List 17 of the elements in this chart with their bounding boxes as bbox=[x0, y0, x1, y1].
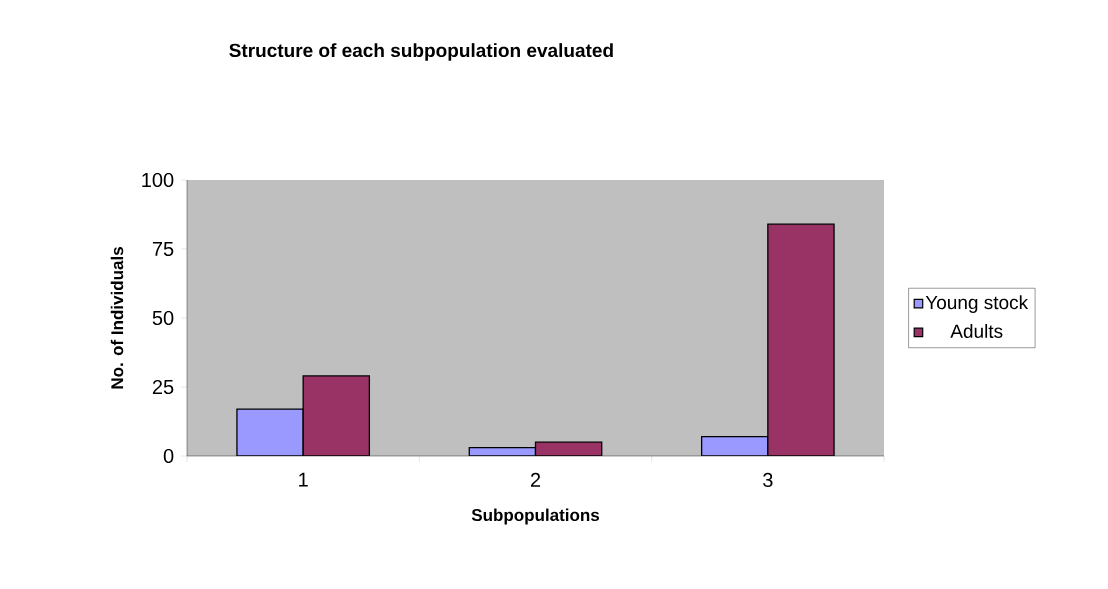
chart-title: Structure of each subpopulation evaluated bbox=[229, 43, 613, 61]
y-tick-label: 25 bbox=[152, 379, 174, 395]
y-tick-label: 75 bbox=[152, 242, 174, 256]
x-axis-title: Subpopulations bbox=[471, 508, 600, 525]
x-tick-label: 2 bbox=[530, 472, 541, 487]
bar bbox=[700, 436, 769, 456]
bar bbox=[302, 375, 371, 456]
bar bbox=[767, 223, 835, 456]
y-axis-title: No. of Individuals bbox=[110, 247, 124, 389]
x-tick-label: 3 bbox=[763, 472, 773, 488]
x-tick-label: 1 bbox=[299, 472, 308, 487]
y-tick-label: 100 bbox=[142, 172, 174, 188]
bar bbox=[236, 408, 304, 456]
legend-label: Adults bbox=[950, 323, 1003, 338]
y-tick-label: 0 bbox=[163, 448, 174, 464]
legend-label: Young stock bbox=[925, 295, 1029, 313]
y-tick-label: 50 bbox=[152, 310, 174, 326]
